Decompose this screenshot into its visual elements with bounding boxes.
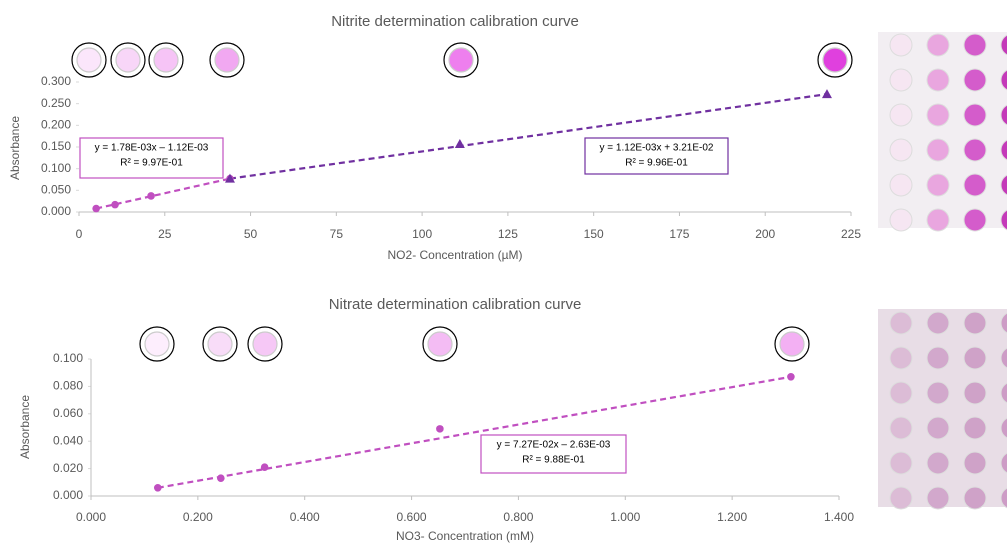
- well: [927, 174, 949, 196]
- y-tick-label: 0.150: [41, 139, 71, 153]
- equation-text: R² = 9.96E-01: [625, 158, 688, 169]
- x-tick-label: 75: [330, 227, 344, 241]
- x-tick-label: 175: [669, 227, 689, 241]
- well: [964, 209, 986, 231]
- well-plate-photo: [878, 309, 1007, 509]
- equation-text: y = 1.78E-03x – 1.12E-03: [95, 143, 209, 154]
- y-tick-label: 0.050: [41, 183, 71, 197]
- y-tick-label: 0.250: [41, 96, 71, 110]
- x-tick-label: 225: [841, 227, 861, 241]
- equation-text: y = 7.27E-02x – 2.63E-03: [497, 440, 611, 451]
- well: [890, 487, 912, 509]
- well: [927, 487, 949, 509]
- well: [890, 104, 912, 126]
- x-tick-label: 0: [76, 227, 83, 241]
- x-tick-label: 0.200: [183, 510, 213, 524]
- well: [964, 487, 986, 509]
- page: {"chart_data": [ {"type": "scatter", "ti…: [0, 0, 1007, 547]
- well: [927, 69, 949, 91]
- well: [964, 34, 986, 56]
- x-tick-label: 0.400: [290, 510, 320, 524]
- x-tick-label: 25: [158, 227, 172, 241]
- y-tick-label: 0.200: [41, 118, 71, 132]
- point: [822, 89, 832, 98]
- point: [217, 474, 225, 482]
- x-tick-label: 200: [755, 227, 775, 241]
- equation-text: R² = 9.97E-01: [120, 158, 183, 169]
- x-tick-label: 1.200: [717, 510, 747, 524]
- well-plate-photo: [878, 32, 1007, 231]
- well: [964, 104, 986, 126]
- chart-title: Nitrate determination calibration curve: [329, 296, 582, 313]
- trendline: [158, 377, 791, 488]
- point: [436, 425, 444, 433]
- well: [964, 174, 986, 196]
- swatches: [72, 43, 852, 361]
- well: [890, 347, 912, 369]
- x-tick-label: 1.400: [824, 510, 854, 524]
- well: [890, 382, 912, 404]
- well: [927, 417, 949, 439]
- well: [927, 382, 949, 404]
- well: [927, 34, 949, 56]
- well: [927, 104, 949, 126]
- point: [787, 373, 795, 381]
- chart-title: Nitrite determination calibration curve: [331, 13, 579, 30]
- x-tick-label: 100: [412, 227, 432, 241]
- well: [927, 347, 949, 369]
- y-tick-label: 0.020: [53, 461, 83, 475]
- x-tick-label: 0.800: [503, 510, 533, 524]
- well: [890, 417, 912, 439]
- point: [455, 139, 465, 148]
- y-tick-label: 0.300: [41, 74, 71, 88]
- y-tick-label: 0.100: [53, 351, 83, 365]
- well: [890, 69, 912, 91]
- point: [147, 192, 155, 200]
- point: [154, 484, 162, 492]
- well: [890, 209, 912, 231]
- well: [964, 312, 986, 334]
- y-tick-label: 0.000: [41, 204, 71, 218]
- well: [927, 312, 949, 334]
- x-tick-label: 0.600: [397, 510, 427, 524]
- well: [890, 139, 912, 161]
- x-tick-label: 125: [498, 227, 518, 241]
- x-tick-label: 1.000: [610, 510, 640, 524]
- point: [261, 463, 269, 471]
- x-axis-label: NO3- Concentration (mM): [396, 529, 534, 543]
- well: [964, 382, 986, 404]
- well: [927, 139, 949, 161]
- well: [964, 69, 986, 91]
- well: [890, 312, 912, 334]
- x-tick-label: 0.000: [76, 510, 106, 524]
- y-axis-label: Absorbance: [8, 116, 22, 180]
- well: [890, 452, 912, 474]
- well: [927, 209, 949, 231]
- y-tick-label: 0.080: [53, 379, 83, 393]
- figure: Nitrite determination calibration curve N…: [0, 0, 1007, 547]
- trendline: [230, 94, 827, 179]
- x-tick-label: 50: [244, 227, 258, 241]
- well: [964, 347, 986, 369]
- well: [890, 34, 912, 56]
- y-axis-label: Absorbance: [18, 395, 32, 459]
- x-axis-label: NO2- Concentration (µM): [388, 248, 523, 262]
- well: [890, 174, 912, 196]
- x-tick-label: 150: [584, 227, 604, 241]
- well: [964, 452, 986, 474]
- well: [927, 452, 949, 474]
- point: [92, 205, 100, 213]
- equation-text: R² = 9.88E-01: [522, 455, 585, 466]
- y-tick-label: 0.000: [53, 488, 83, 502]
- y-tick-label: 0.060: [53, 406, 83, 420]
- y-tick-label: 0.040: [53, 433, 83, 447]
- well: [964, 139, 986, 161]
- equation-text: y = 1.12E-03x + 3.21E-02: [600, 143, 714, 154]
- point: [111, 201, 119, 209]
- well: [964, 417, 986, 439]
- y-tick-label: 0.100: [41, 161, 71, 175]
